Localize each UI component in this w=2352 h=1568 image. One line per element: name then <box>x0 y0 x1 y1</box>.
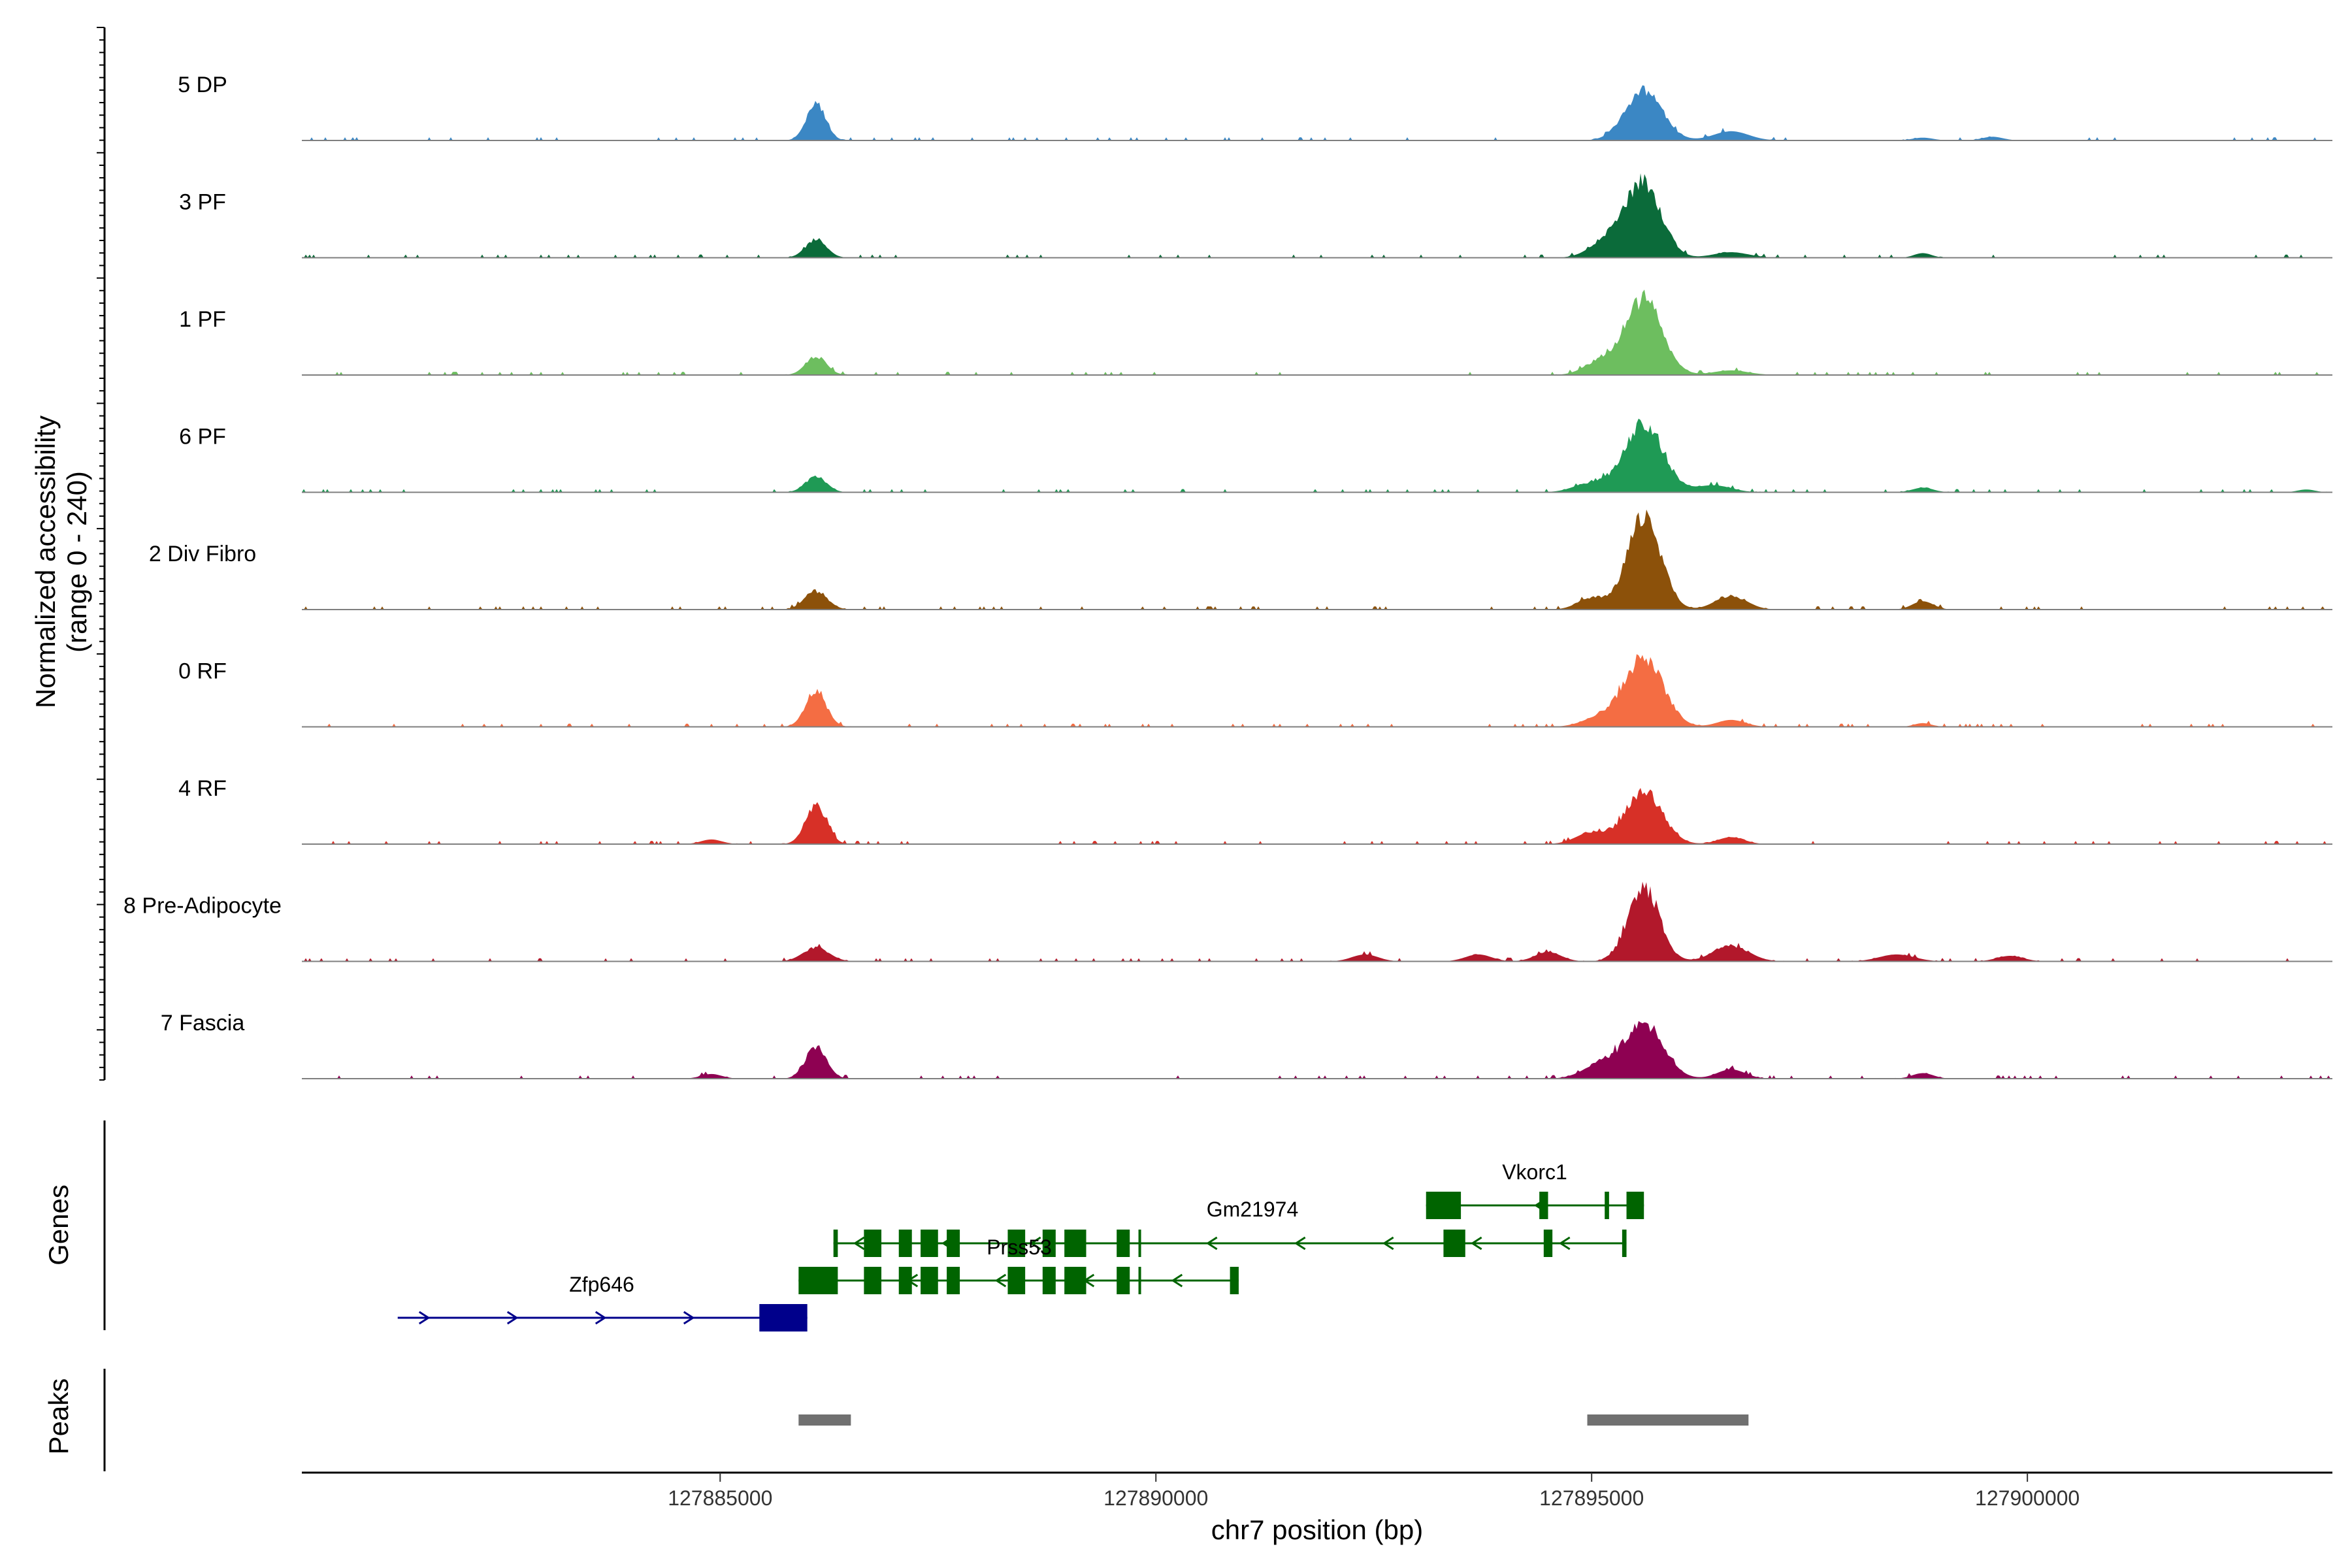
gene-exon <box>1117 1230 1130 1257</box>
coverage-area <box>302 1021 2332 1079</box>
coverage-track: 5 DP <box>178 73 2332 141</box>
genes-axis-title: Genes <box>43 1184 74 1266</box>
coverage-track: 3 PF <box>179 173 2332 259</box>
gene-exon <box>1064 1230 1086 1257</box>
gene-exon <box>759 1304 808 1331</box>
coverage-track: 4 RF <box>178 776 2332 845</box>
peak-region <box>1587 1414 1749 1426</box>
gene-exon <box>898 1267 912 1294</box>
coverage-area <box>302 173 2332 258</box>
peak-track <box>103 1369 1749 1471</box>
gene-exon <box>1064 1267 1086 1294</box>
gene-strand-arrow <box>1171 1273 1183 1288</box>
track-label: 5 DP <box>178 73 227 97</box>
gene-strand-arrow <box>418 1311 431 1325</box>
gene-exon <box>1230 1267 1239 1294</box>
gene-exon <box>798 1267 838 1294</box>
gene-strand-arrow <box>1470 1236 1482 1250</box>
coverage-track: 1 PF <box>179 289 2332 376</box>
gene-exon <box>833 1230 838 1257</box>
coverage-area <box>302 289 2332 375</box>
gene-exon <box>921 1267 938 1294</box>
coverage-track: 6 PF <box>179 418 2332 493</box>
track-label: 4 RF <box>178 776 227 801</box>
gene-strand-arrow <box>994 1273 1007 1288</box>
gene-strand-arrow <box>1205 1236 1218 1250</box>
peak-region <box>798 1414 851 1426</box>
x-axis-title: chr7 position (bp) <box>1211 1514 1424 1545</box>
gene-exon <box>1007 1267 1026 1294</box>
coverage-area <box>302 788 2332 844</box>
gene-model: Gm21974 <box>833 1198 1627 1257</box>
gene-exon <box>1426 1192 1462 1219</box>
track-label: 8 Pre-Adipocyte <box>123 894 282 919</box>
coverage-area <box>302 85 2332 140</box>
gene-exon <box>1007 1230 1026 1257</box>
gene-strand-arrow <box>853 1236 865 1250</box>
gene-label: Vkorc1 <box>1502 1160 1567 1184</box>
gene-strand-arrow <box>1029 1236 1041 1250</box>
coverage-area <box>302 881 2332 962</box>
gene-strand-arrow <box>1382 1236 1394 1250</box>
gene-strand-arrow <box>595 1311 607 1325</box>
gene-track: Vkorc1 Gm21974 Prss53 Zfp646 <box>103 1120 1644 1331</box>
x-tick-label: 127885000 <box>668 1486 772 1510</box>
gene-strand-arrow <box>683 1311 695 1325</box>
gene-exon <box>1138 1267 1141 1294</box>
coverage-area <box>302 654 2332 727</box>
gene-exon <box>1626 1192 1644 1219</box>
gene-model: Zfp646 <box>397 1273 808 1331</box>
x-tick-label: 127900000 <box>1975 1486 2080 1510</box>
gene-model: Prss53 <box>798 1235 1239 1294</box>
gene-exon <box>1138 1230 1141 1257</box>
x-axis: 127885000 127890000 127895000 127900000 <box>302 1471 2332 1510</box>
gene-strand-arrow <box>506 1311 519 1325</box>
track-label: 6 PF <box>179 425 226 449</box>
coverage-track: 8 Pre-Adipocyte <box>123 881 2332 962</box>
gene-strand-arrow <box>1558 1236 1571 1250</box>
gene-strand-arrow <box>1294 1236 1306 1250</box>
track-label: 2 Div Fibro <box>149 542 256 566</box>
gene-exon <box>947 1230 960 1257</box>
gene-model: Vkorc1 <box>1426 1160 1644 1219</box>
gene-exon <box>921 1230 938 1257</box>
track-label: 1 PF <box>179 307 226 332</box>
gene-exon <box>1539 1192 1548 1219</box>
gene-label: Zfp646 <box>569 1273 634 1296</box>
x-tick-label: 127895000 <box>1539 1486 1644 1510</box>
gene-label: Gm21974 <box>1207 1198 1299 1221</box>
track-label: 0 RF <box>178 659 227 684</box>
gene-exon <box>1042 1267 1056 1294</box>
gene-exon <box>1605 1192 1609 1219</box>
gene-exon <box>1622 1230 1627 1257</box>
coverage-track: 7 Fascia <box>161 1011 2332 1079</box>
coverage-y-axis <box>97 27 106 1081</box>
coverage-area <box>302 509 2332 610</box>
gene-exon <box>1543 1230 1553 1257</box>
peaks-axis-title: Peaks <box>43 1379 74 1455</box>
gene-exon <box>898 1230 912 1257</box>
track-label: 3 PF <box>179 190 226 215</box>
gene-label: Prss53 <box>987 1235 1052 1259</box>
gene-exon <box>1117 1267 1130 1294</box>
coverage-y-axis-title-line2: (range 0 - 240) <box>61 471 92 653</box>
gene-exon <box>1443 1230 1465 1257</box>
gene-exon <box>864 1267 882 1294</box>
gene-exon <box>947 1267 960 1294</box>
gene-exon <box>1042 1230 1056 1257</box>
track-label: 7 Fascia <box>161 1011 245 1036</box>
coverage-track: 0 RF <box>178 654 2332 728</box>
coverage-y-axis-title-line1: Normalized accessibility <box>30 416 61 708</box>
coverage-track: 2 Div Fibro <box>149 509 2332 610</box>
coverage-tracks: 5 DP 3 PF 1 PF 6 PF 2 Div Fibro 0 RF 4 RF 8 Pre… <box>123 73 2332 1079</box>
gene-exon <box>864 1230 882 1257</box>
x-tick-label: 127890000 <box>1103 1486 1208 1510</box>
coverage-area <box>302 418 2332 493</box>
